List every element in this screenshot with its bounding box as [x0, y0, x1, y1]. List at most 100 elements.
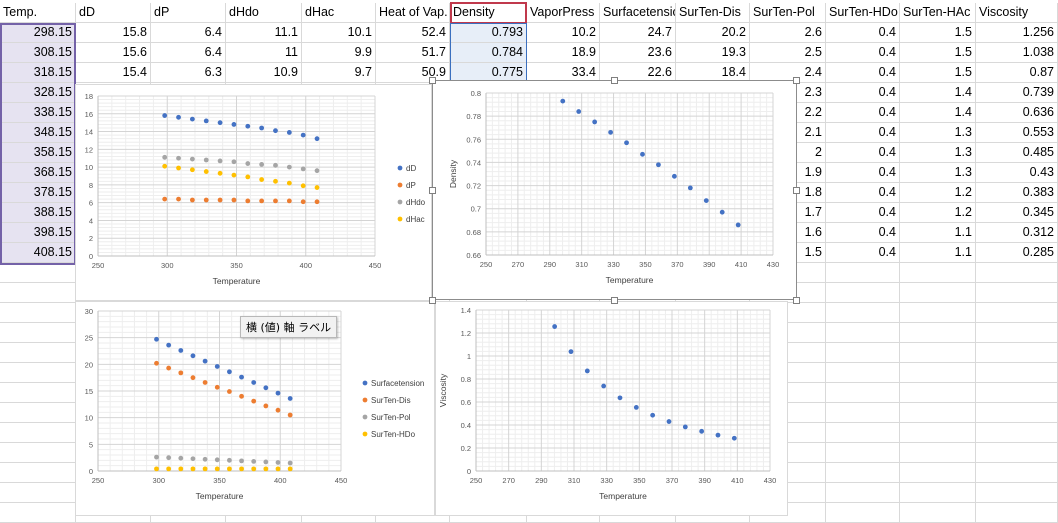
data-cell[interactable]: 358.15	[0, 143, 76, 163]
data-point[interactable]	[190, 353, 196, 359]
data-cell[interactable]: 0.4	[826, 243, 900, 263]
data-point[interactable]	[719, 209, 725, 215]
data-point[interactable]	[259, 125, 265, 131]
data-point[interactable]	[300, 132, 306, 138]
data-cell[interactable]: 15.8	[76, 23, 151, 43]
empty-cell[interactable]	[900, 483, 976, 503]
data-cell[interactable]: 10.9	[226, 63, 302, 83]
data-point[interactable]	[263, 466, 269, 472]
data-point[interactable]	[227, 457, 232, 463]
data-point[interactable]	[275, 407, 281, 413]
data-cell[interactable]: 0.793	[450, 23, 527, 43]
data-cell[interactable]: 1.256	[976, 23, 1058, 43]
data-point[interactable]	[263, 385, 269, 391]
header-cell[interactable]: Viscosity	[976, 3, 1058, 23]
empty-cell[interactable]	[750, 483, 826, 503]
header-cell[interactable]: Density	[450, 3, 527, 23]
empty-cell[interactable]	[0, 343, 76, 363]
empty-cell[interactable]	[826, 443, 900, 463]
empty-cell[interactable]	[976, 463, 1058, 483]
empty-cell[interactable]	[0, 323, 76, 343]
data-cell[interactable]: 15.6	[76, 43, 151, 63]
data-cell[interactable]: 6.4	[151, 43, 226, 63]
data-point[interactable]	[203, 157, 209, 163]
data-point[interactable]	[608, 129, 614, 135]
empty-cell[interactable]	[900, 463, 976, 483]
data-point[interactable]	[640, 151, 645, 157]
data-point[interactable]	[287, 412, 293, 418]
data-point[interactable]	[314, 199, 320, 205]
empty-cell[interactable]	[976, 483, 1058, 503]
data-point[interactable]	[189, 197, 195, 203]
empty-cell[interactable]	[900, 323, 976, 343]
data-point[interactable]	[189, 116, 195, 122]
data-cell[interactable]: 24.7	[600, 23, 676, 43]
data-point[interactable]	[178, 455, 184, 461]
data-point[interactable]	[251, 466, 257, 472]
data-cell[interactable]: 0.345	[976, 203, 1058, 223]
empty-cell[interactable]	[0, 483, 76, 503]
data-point[interactable]	[568, 349, 574, 355]
empty-cell[interactable]	[976, 343, 1058, 363]
data-cell[interactable]: 52.4	[376, 23, 450, 43]
data-point[interactable]	[287, 466, 293, 472]
data-point[interactable]	[314, 185, 320, 190]
data-point[interactable]	[286, 164, 292, 170]
data-cell[interactable]: 298.15	[0, 23, 76, 43]
empty-cell[interactable]	[826, 403, 900, 423]
empty-cell[interactable]	[750, 283, 826, 303]
data-cell[interactable]: 0.739	[976, 83, 1058, 103]
data-cell[interactable]: 318.15	[0, 63, 76, 83]
empty-cell[interactable]	[0, 283, 76, 303]
data-cell[interactable]: 0.4	[826, 163, 900, 183]
empty-cell[interactable]	[750, 443, 826, 463]
data-point[interactable]	[239, 466, 244, 472]
empty-cell[interactable]	[0, 463, 76, 483]
data-cell[interactable]: 348.15	[0, 123, 76, 143]
data-cell[interactable]: 15.4	[76, 63, 151, 83]
data-point[interactable]	[178, 466, 184, 472]
data-cell[interactable]: 0.4	[826, 23, 900, 43]
legend-entry[interactable]: SurTen-Dis	[371, 396, 411, 405]
empty-cell[interactable]	[750, 323, 826, 343]
data-point[interactable]	[202, 466, 208, 472]
data-point[interactable]	[251, 380, 257, 385]
legend-entry[interactable]: dHac	[406, 215, 425, 224]
chart-hansen-parameters[interactable]: 250 300 350 400 450 0 2 4 6 8 10 12 14 16 18 Temperatur…	[75, 84, 432, 301]
empty-cell[interactable]	[750, 423, 826, 443]
data-point[interactable]	[231, 197, 237, 203]
y-axis-title[interactable]: Density	[448, 159, 458, 188]
data-point[interactable]	[178, 370, 184, 376]
data-point[interactable]	[300, 183, 306, 189]
data-point[interactable]	[154, 466, 159, 472]
data-cell[interactable]: 1.1	[900, 223, 976, 243]
data-cell[interactable]: 368.15	[0, 163, 76, 183]
empty-cell[interactable]	[826, 303, 900, 323]
data-cell[interactable]: 0.636	[976, 103, 1058, 123]
data-point[interactable]	[166, 466, 172, 472]
data-point[interactable]	[162, 113, 168, 118]
legend-entry[interactable]: dD	[406, 164, 416, 173]
data-point[interactable]	[273, 198, 278, 204]
data-point[interactable]	[202, 380, 208, 385]
empty-cell[interactable]	[976, 403, 1058, 423]
empty-cell[interactable]	[976, 443, 1058, 463]
data-point[interactable]	[203, 197, 209, 203]
data-cell[interactable]: 19.3	[676, 43, 750, 63]
data-point[interactable]	[275, 460, 281, 465]
empty-cell[interactable]	[826, 283, 900, 303]
data-point[interactable]	[245, 161, 251, 166]
header-cell[interactable]: SurTen-Pol	[750, 3, 826, 23]
data-cell[interactable]: 0.4	[826, 143, 900, 163]
data-cell[interactable]: 388.15	[0, 203, 76, 223]
data-cell[interactable]: 0.285	[976, 243, 1058, 263]
data-point[interactable]	[245, 198, 251, 204]
data-cell[interactable]: 9.9	[302, 43, 376, 63]
data-point[interactable]	[273, 162, 278, 168]
data-point[interactable]	[584, 368, 590, 374]
data-cell[interactable]: 1.3	[900, 123, 976, 143]
data-cell[interactable]: 6.4	[151, 23, 226, 43]
data-point[interactable]	[214, 457, 220, 463]
data-cell[interactable]: 378.15	[0, 183, 76, 203]
data-cell[interactable]: 50.9	[376, 63, 450, 83]
